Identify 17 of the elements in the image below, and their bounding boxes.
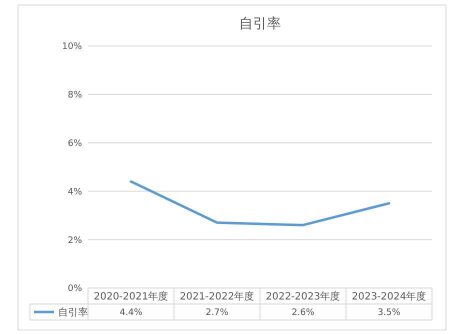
- y-tick-label: 2%: [68, 236, 82, 246]
- y-tick-label: 0%: [68, 284, 82, 294]
- data-label: 2.7%: [206, 308, 229, 318]
- legend-label: 自引率: [58, 306, 88, 318]
- data-label: 3.5%: [378, 308, 401, 318]
- line-series: [130, 180, 390, 226]
- y-tick-label: 4%: [68, 187, 82, 198]
- chart-title: 自引率: [239, 16, 281, 32]
- y-tick-label: 8%: [68, 90, 82, 101]
- x-tick-label: 2022-2023年度: [266, 290, 340, 302]
- x-tick-label: 2023-2024年度: [352, 290, 426, 302]
- x-tick-label: 2020-2021年度: [94, 290, 168, 302]
- data-label: 2.6%: [292, 308, 315, 318]
- y-tick-label: 6%: [68, 138, 82, 149]
- x-tick-label: 2021-2022年度: [180, 290, 254, 302]
- data-label: 4.4%: [120, 308, 143, 318]
- y-tick-label: 10%: [62, 42, 82, 52]
